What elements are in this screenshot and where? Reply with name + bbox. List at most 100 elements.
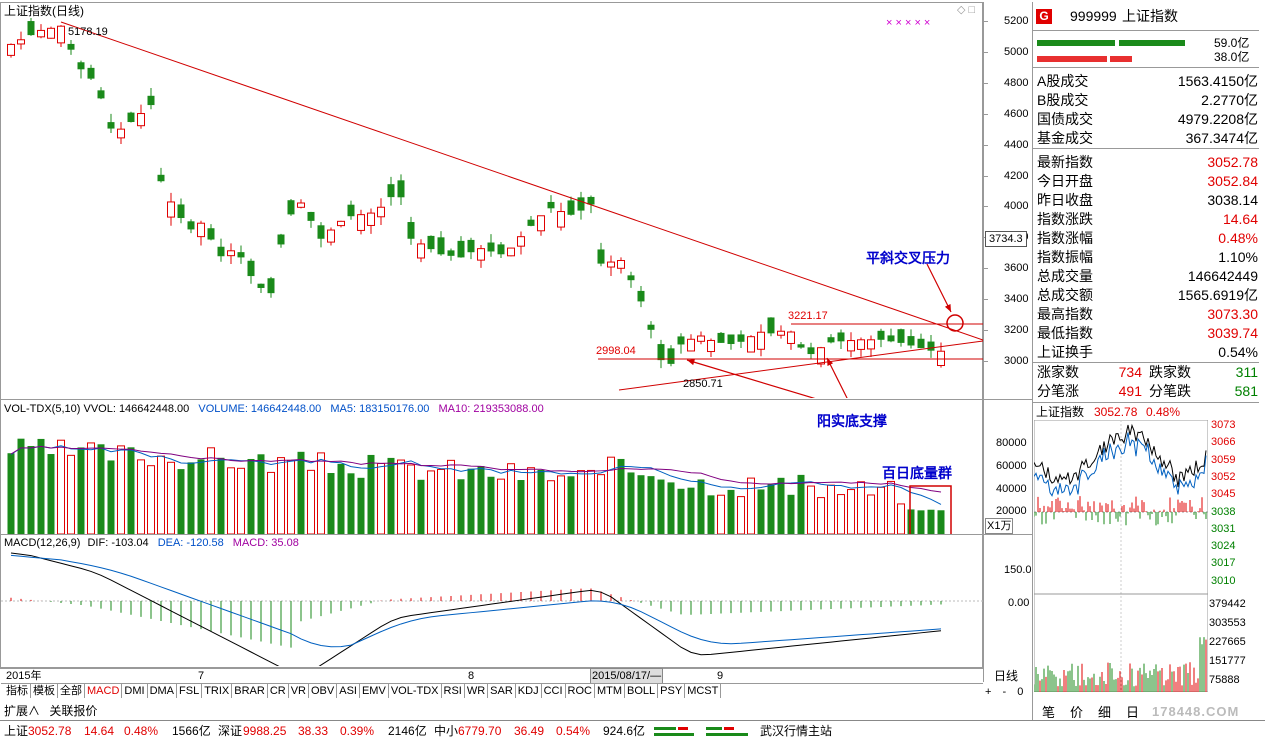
quote-value: 14.64 [1222,211,1258,227]
indicator-tab[interactable]: 指标 [4,684,31,698]
volume-chart[interactable] [1,416,983,534]
volume-annotation: 百日底量群 [882,466,952,482]
indicator-tab[interactable]: CCI [542,684,566,698]
indicator-tab[interactable]: TRIX [202,684,233,698]
chart-corner-icons[interactable]: ◇ □ [957,4,976,16]
date-label-9: 9 [717,670,724,682]
indicator-tab[interactable]: BRAR [232,684,268,698]
indicator-tab[interactable]: RSI [442,684,465,698]
indicator-tab[interactable]: DMI [122,684,148,698]
candle-down [77,62,85,70]
zoom-in-button[interactable]: + [985,686,992,698]
indicator-tab[interactable]: MACD [85,684,123,698]
indicator-tab[interactable]: VR [289,684,309,698]
volume-bar-up [747,477,755,534]
cursor-price-label: 3734.3 [985,231,1027,247]
indicator-tab[interactable]: ROC [566,684,595,698]
buy-strength-bar [1037,40,1115,46]
indicator-tab[interactable]: MTM [595,684,626,698]
indicator-tab[interactable]: ASI [337,684,360,698]
candle-up [517,236,525,247]
zx-change: 36.49 [514,724,545,738]
zoom-out-button[interactable]: - [1002,686,1007,698]
indicator-tab[interactable]: OBV [309,684,338,698]
indicator-tab[interactable]: PSY [658,684,686,698]
watermark: 178448.COM [1152,704,1240,719]
intraday-chart[interactable] [1034,420,1208,692]
macd-chart[interactable] [1,550,983,666]
price-axis-tick [984,330,988,331]
candle-down [907,336,915,346]
sh-change: 14.64 [84,724,115,738]
high-price-label: 5178.19 [68,26,108,38]
indicator-tab[interactable]: SAR [488,684,516,698]
volume-bar-up [527,467,535,534]
indicator-tab[interactable]: MCST [685,684,722,698]
candle-down [487,242,495,252]
divider-line [1033,402,1259,403]
zoom-reset-button[interactable]: 0 [1017,686,1024,698]
macd-indicator-name[interactable]: MACD(12,26,9) [4,537,81,549]
period-button[interactable]: 日线 [994,669,1019,683]
quote-label: 总成交量 [1037,268,1093,284]
related-quotes-tab[interactable]: 关联报价 [49,704,98,718]
quote-label: 国债成交 [1037,111,1093,127]
volume-bar-up [877,486,885,534]
tab-price[interactable]: 价 [1070,705,1084,720]
quote-label: 最新指数 [1037,154,1093,170]
candle-down [127,112,135,123]
candle-down [627,275,635,281]
intraday-volume-label: 227665 [1209,636,1246,648]
network-status-icon [654,727,748,736]
indicator-tab[interactable]: VOL-TDX [389,684,442,698]
intraday-price-label: 3052 [1211,470,1236,483]
intraday-price-label: 3024 [1211,540,1236,553]
bar-value-2: 38.0亿 [1214,50,1250,64]
intraday-price-label: 3066 [1211,436,1236,449]
volume-bar-up [67,454,75,534]
candlestick-chart[interactable] [1,18,983,398]
candle-down [277,234,285,245]
tab-ticks[interactable]: 笔 [1042,705,1056,720]
date-label-8: 8 [468,670,475,682]
volume-bar-down [487,476,495,534]
price-axis-tick [984,82,988,84]
tab-daily[interactable]: 日 [1126,705,1140,720]
indicator-tab[interactable]: 模板 [31,684,58,698]
volume-bar-down [247,458,255,534]
volume-bar-down [327,473,335,534]
volume-bar-down [387,457,395,534]
candle-up [17,39,25,45]
indicator-tab[interactable]: WR [465,684,489,698]
volume-bar-down [257,454,265,534]
tab-detail[interactable]: 细 [1098,705,1112,720]
quote-value: 367.3474亿 [1185,130,1258,146]
candle-down [497,244,505,255]
indicator-tab[interactable]: BOLL [625,684,659,698]
divider-line [1033,362,1259,363]
indicator-tab[interactable]: FSL [177,684,203,698]
intraday-price-label: 3059 [1211,453,1236,466]
indicator-tab[interactable]: 全部 [58,684,85,698]
indicator-tab[interactable]: DMA [148,684,178,698]
indicator-tab[interactable]: EMV [360,684,389,698]
volume-bar-down [937,510,945,534]
candle-down [317,225,325,239]
intraday-pct: 0.48% [1146,405,1181,419]
volume-indicator-name[interactable]: VOL-TDX(5,10) [4,403,81,415]
intraday-price-label: 3073 [1211,419,1236,431]
quote-row: 最低指数 3039.74 [1036,324,1258,343]
indicator-tab[interactable]: KDJ [516,684,542,698]
candle-down [397,180,405,198]
volume-bar-up [857,481,865,534]
indicator-tab[interactable]: CR [268,684,289,698]
candle-down [577,197,585,211]
tabs-divider [1,683,983,684]
candle-down [267,278,275,294]
candle-up [707,339,715,353]
macd-axis-0: 0.00 [1008,597,1030,609]
volume-axis-label: 40000 [996,482,1027,495]
quote-row: 最高指数 3073.30 [1036,305,1258,324]
expand-tab[interactable]: 扩展∧ [4,704,41,718]
